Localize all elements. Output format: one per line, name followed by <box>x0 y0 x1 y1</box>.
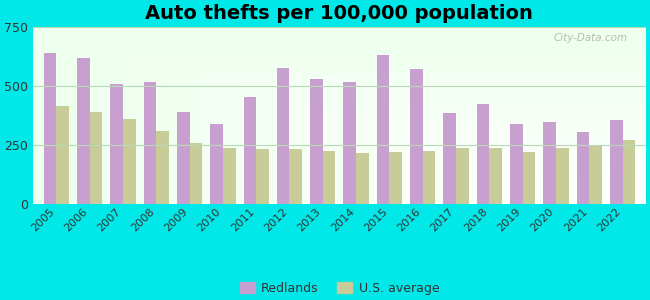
Bar <box>44 53 57 204</box>
Bar <box>277 68 289 204</box>
Bar <box>456 148 469 204</box>
Bar <box>57 106 69 204</box>
Bar <box>90 112 102 204</box>
Bar <box>223 148 235 204</box>
Bar <box>256 149 269 204</box>
Bar <box>523 152 535 204</box>
Bar <box>610 121 623 204</box>
Bar <box>476 104 489 204</box>
Bar <box>543 122 556 204</box>
Bar <box>190 143 202 204</box>
Bar <box>323 151 335 204</box>
Bar <box>310 79 323 204</box>
Bar <box>156 131 169 204</box>
Bar <box>289 149 302 204</box>
Bar <box>343 82 356 204</box>
Bar <box>556 148 569 204</box>
Bar <box>623 140 635 204</box>
Bar <box>422 151 436 204</box>
Bar <box>410 69 422 204</box>
Bar <box>377 55 389 204</box>
Bar <box>123 119 136 204</box>
Bar <box>77 58 90 204</box>
Bar <box>177 112 190 204</box>
Bar <box>210 124 223 204</box>
Text: City-Data.com: City-Data.com <box>553 33 627 43</box>
Bar <box>489 148 502 204</box>
Title: Auto thefts per 100,000 population: Auto thefts per 100,000 population <box>146 4 534 23</box>
Bar <box>589 145 602 204</box>
Bar <box>577 132 589 204</box>
Bar <box>144 82 156 204</box>
Legend: Redlands, U.S. average: Redlands, U.S. average <box>235 277 444 300</box>
Bar <box>111 84 123 204</box>
Bar <box>356 153 369 204</box>
Bar <box>389 152 402 204</box>
Bar <box>510 124 523 204</box>
Bar <box>443 113 456 204</box>
Bar <box>244 97 256 204</box>
